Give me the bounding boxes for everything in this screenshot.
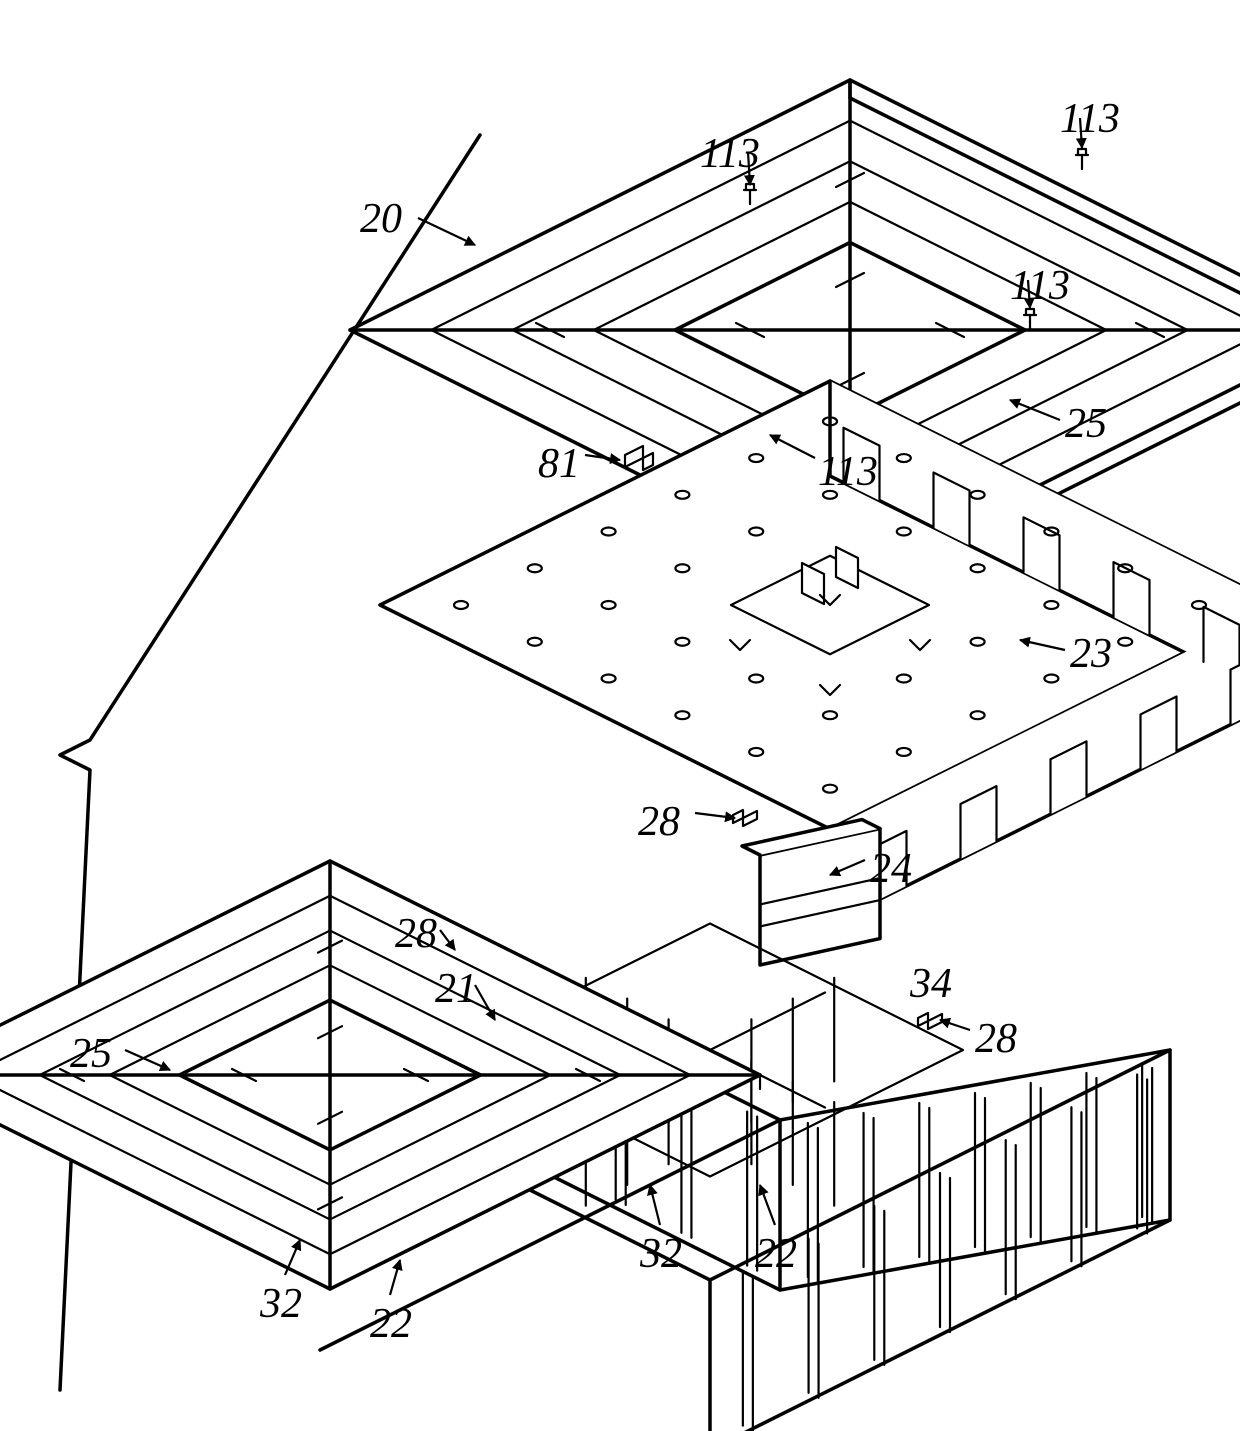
figure-stage: 2011311311311325812328243428282125223232… (0, 0, 1240, 1431)
arrow-20 (418, 218, 475, 245)
arrow-113b (1080, 118, 1082, 148)
arrow-28r (940, 1020, 970, 1030)
arrow-22l (390, 1260, 400, 1295)
arrow-28mid (695, 813, 735, 818)
figure-svg (0, 0, 1240, 1431)
